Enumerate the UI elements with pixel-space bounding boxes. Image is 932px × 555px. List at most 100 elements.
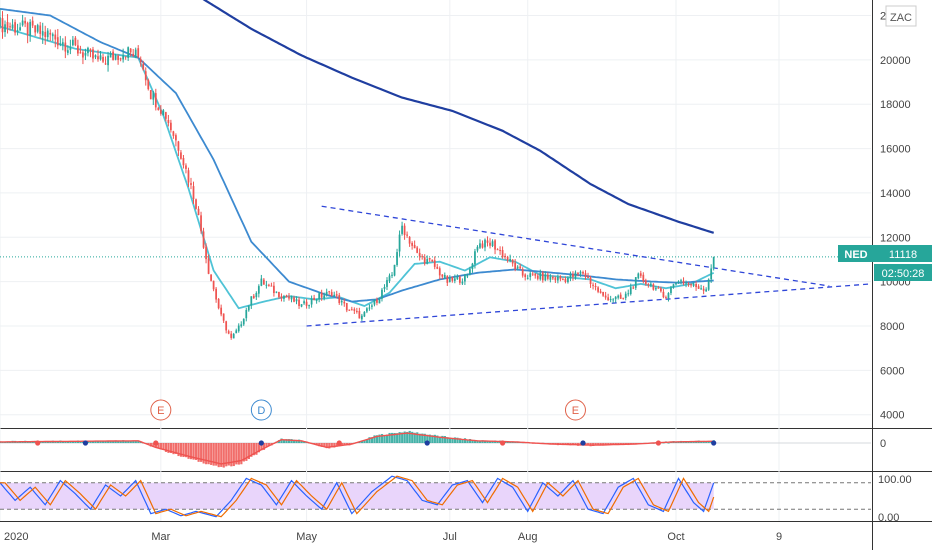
candle[interactable] bbox=[458, 275, 461, 285]
candle[interactable] bbox=[544, 271, 547, 282]
candle[interactable] bbox=[597, 286, 599, 294]
candle[interactable] bbox=[0, 8, 1, 29]
candle[interactable] bbox=[102, 53, 104, 64]
candle[interactable] bbox=[438, 266, 441, 280]
candle[interactable] bbox=[607, 293, 610, 301]
candle[interactable] bbox=[378, 297, 381, 304]
candle[interactable] bbox=[529, 271, 532, 281]
candle[interactable] bbox=[680, 278, 682, 285]
candle[interactable] bbox=[582, 270, 584, 275]
candle[interactable] bbox=[639, 270, 642, 278]
candle[interactable] bbox=[705, 287, 708, 292]
candle[interactable] bbox=[539, 269, 542, 281]
candle[interactable] bbox=[212, 280, 215, 292]
candle[interactable] bbox=[609, 295, 612, 303]
candle[interactable] bbox=[99, 50, 102, 61]
candle[interactable] bbox=[14, 19, 16, 36]
candle[interactable] bbox=[192, 181, 195, 205]
candle[interactable] bbox=[413, 240, 416, 249]
candle[interactable] bbox=[649, 281, 652, 288]
candle[interactable] bbox=[305, 298, 308, 309]
candle[interactable] bbox=[232, 332, 235, 339]
candle[interactable] bbox=[388, 273, 391, 284]
candle[interactable] bbox=[250, 296, 253, 309]
candle[interactable] bbox=[343, 298, 346, 307]
candle[interactable] bbox=[303, 299, 305, 305]
candle[interactable] bbox=[147, 78, 150, 91]
candle[interactable] bbox=[112, 49, 114, 61]
candle[interactable] bbox=[89, 48, 92, 58]
candle[interactable] bbox=[197, 206, 200, 216]
candle[interactable] bbox=[569, 271, 572, 282]
candle[interactable] bbox=[634, 277, 637, 290]
event-marker[interactable]: D bbox=[250, 399, 272, 421]
candle[interactable] bbox=[172, 130, 175, 139]
candle[interactable] bbox=[486, 236, 489, 247]
candle[interactable] bbox=[79, 45, 82, 54]
candle[interactable] bbox=[617, 294, 620, 300]
candle[interactable] bbox=[466, 273, 469, 279]
candle[interactable] bbox=[210, 274, 212, 282]
candle[interactable] bbox=[602, 291, 604, 297]
candle[interactable] bbox=[579, 270, 582, 277]
candle[interactable] bbox=[109, 51, 112, 58]
candle[interactable] bbox=[92, 46, 94, 63]
candle[interactable] bbox=[406, 231, 408, 238]
candle[interactable] bbox=[707, 278, 710, 291]
candle[interactable] bbox=[376, 297, 378, 306]
candle[interactable] bbox=[499, 246, 501, 255]
event-marker[interactable]: E bbox=[564, 399, 586, 421]
candle[interactable] bbox=[612, 298, 615, 304]
candle[interactable] bbox=[139, 56, 142, 67]
candle[interactable] bbox=[584, 270, 587, 280]
candle[interactable] bbox=[476, 245, 479, 253]
candle[interactable] bbox=[619, 292, 622, 299]
candle[interactable] bbox=[531, 271, 534, 277]
candle[interactable] bbox=[479, 239, 481, 249]
candle[interactable] bbox=[521, 267, 524, 278]
candle[interactable] bbox=[4, 20, 6, 37]
candle[interactable] bbox=[97, 49, 99, 62]
candle[interactable] bbox=[285, 294, 288, 298]
candle[interactable] bbox=[69, 39, 72, 55]
candle-layer[interactable] bbox=[0, 8, 715, 340]
candle[interactable] bbox=[262, 277, 265, 285]
candle[interactable] bbox=[363, 311, 366, 318]
stochastic-panel[interactable] bbox=[0, 475, 871, 518]
candle[interactable] bbox=[51, 32, 54, 42]
candle[interactable] bbox=[682, 277, 685, 286]
candle[interactable] bbox=[310, 295, 313, 308]
candle[interactable] bbox=[358, 307, 361, 319]
candle[interactable] bbox=[675, 281, 677, 286]
candle[interactable] bbox=[368, 304, 371, 311]
candle[interactable] bbox=[300, 304, 303, 308]
candle[interactable] bbox=[56, 29, 59, 50]
candle[interactable] bbox=[114, 53, 117, 61]
candle[interactable] bbox=[41, 22, 44, 44]
candle[interactable] bbox=[295, 296, 298, 305]
candle[interactable] bbox=[31, 16, 34, 29]
candle[interactable] bbox=[632, 285, 635, 290]
candle[interactable] bbox=[398, 230, 401, 257]
candle[interactable] bbox=[534, 273, 537, 279]
candle[interactable] bbox=[559, 275, 562, 282]
candle[interactable] bbox=[383, 284, 386, 293]
candle[interactable] bbox=[137, 45, 140, 59]
candle[interactable] bbox=[662, 288, 665, 299]
candle[interactable] bbox=[587, 272, 589, 279]
candle[interactable] bbox=[255, 291, 258, 300]
candle[interactable] bbox=[652, 283, 655, 291]
candle[interactable] bbox=[546, 272, 549, 281]
candle[interactable] bbox=[220, 304, 223, 317]
candle[interactable] bbox=[257, 284, 260, 298]
candle[interactable] bbox=[230, 330, 233, 340]
candle[interactable] bbox=[624, 291, 627, 301]
candle[interactable] bbox=[177, 140, 180, 157]
candle[interactable] bbox=[71, 35, 74, 47]
candle[interactable] bbox=[697, 284, 700, 289]
candle[interactable] bbox=[268, 283, 270, 287]
candle[interactable] bbox=[237, 323, 240, 333]
candle[interactable] bbox=[330, 289, 333, 297]
